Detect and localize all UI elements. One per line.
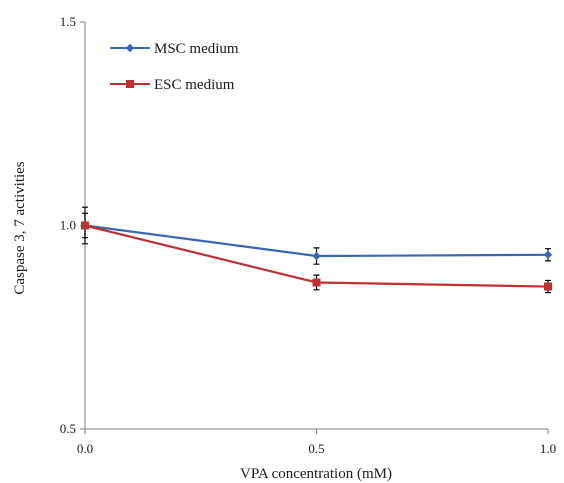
series-layer xyxy=(80,206,553,294)
data-point xyxy=(543,250,553,260)
x-axis-ticks: 0.0 0.5 1.0 xyxy=(77,429,556,456)
plot-area: 0.51.01.5 0.0 0.5 1.0 xyxy=(60,14,556,456)
series-msc xyxy=(80,206,553,265)
legend-marker-esc xyxy=(126,80,134,88)
series-esc xyxy=(81,212,552,294)
x-tick-label: 1.0 xyxy=(540,441,556,456)
x-axis-title: VPA concentration (mM) xyxy=(240,466,392,482)
legend-marker-msc xyxy=(125,43,135,53)
legend-item-esc: ESC medium xyxy=(110,77,235,93)
data-point xyxy=(312,278,321,287)
data-point xyxy=(312,251,321,261)
legend-item-msc: MSC medium xyxy=(110,41,239,57)
legend-label-esc: ESC medium xyxy=(154,77,235,93)
legend: MSC medium ESC medium xyxy=(110,41,239,93)
y-tick-label: 1.5 xyxy=(60,14,76,29)
data-point xyxy=(81,221,89,230)
y-tick-label: 1.0 xyxy=(60,218,76,233)
y-axis-title: Caspase 3, 7 activities xyxy=(12,161,28,294)
data-point xyxy=(544,282,552,291)
y-tick-label: 0.5 xyxy=(60,421,76,436)
legend-label-msc: MSC medium xyxy=(154,41,239,57)
x-tick-label: 0.5 xyxy=(308,441,324,456)
x-tick-label: 0.0 xyxy=(77,441,93,456)
